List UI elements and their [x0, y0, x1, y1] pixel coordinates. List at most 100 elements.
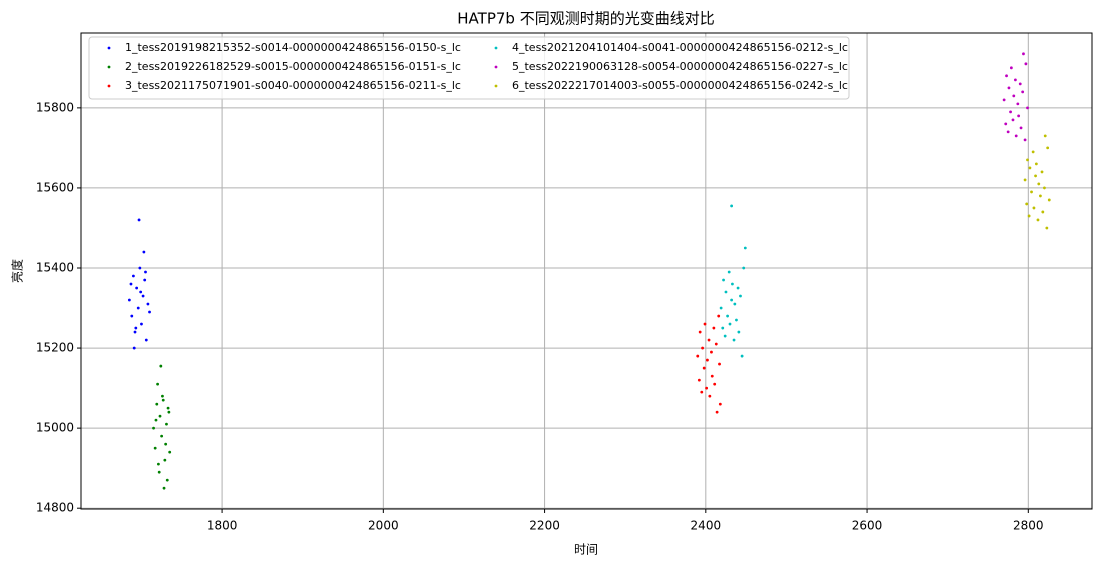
point — [167, 410, 171, 414]
point — [137, 218, 141, 222]
legend-label: 4_tess2021204101404-s0041-00000004248651… — [512, 41, 848, 54]
point — [1023, 138, 1027, 142]
point — [1045, 226, 1049, 230]
point — [697, 378, 701, 382]
point — [1012, 94, 1016, 98]
point — [135, 286, 139, 290]
point — [133, 330, 137, 334]
legend-marker — [107, 46, 111, 50]
point — [136, 306, 140, 310]
point — [134, 326, 138, 330]
y-axis-label: 亮度 — [10, 259, 25, 283]
x-tick-label: 2600 — [852, 519, 883, 533]
legend-marker — [494, 84, 498, 88]
legend-label: 1_tess2019198215352-s0014-00000004248651… — [125, 41, 461, 54]
point — [707, 338, 711, 342]
point — [144, 270, 147, 274]
point — [1025, 202, 1029, 206]
point — [163, 458, 167, 462]
point — [696, 354, 700, 358]
y-tick-label: 14800 — [36, 501, 74, 515]
point — [165, 478, 169, 482]
point — [1026, 158, 1029, 162]
point — [140, 322, 143, 326]
point — [1047, 198, 1051, 202]
point — [1021, 90, 1025, 94]
point — [1006, 130, 1010, 134]
point — [736, 286, 740, 290]
point — [737, 330, 741, 334]
point — [1022, 52, 1025, 56]
point — [1027, 214, 1031, 218]
point — [718, 402, 722, 406]
point — [706, 358, 709, 362]
point — [728, 322, 732, 326]
point — [1014, 78, 1017, 82]
y-tick-label: 15400 — [36, 260, 74, 274]
point — [1028, 166, 1032, 170]
legend-label: 5_tess2022190063128-s0054-00000004248651… — [512, 60, 848, 73]
point — [1034, 174, 1037, 178]
point — [1034, 162, 1038, 166]
point — [723, 334, 727, 338]
legend-marker — [494, 65, 498, 69]
point — [1039, 194, 1042, 198]
point — [698, 330, 702, 334]
point — [142, 250, 146, 254]
point — [153, 446, 157, 450]
point — [742, 266, 746, 270]
point — [168, 450, 172, 454]
point — [1007, 86, 1011, 90]
point — [710, 350, 713, 354]
x-tick-label: 2000 — [368, 519, 399, 533]
point — [143, 278, 147, 282]
point — [155, 402, 159, 406]
point — [705, 386, 709, 390]
point — [1011, 118, 1015, 122]
point — [1023, 178, 1027, 182]
point — [164, 442, 168, 446]
point — [701, 346, 704, 350]
point — [1014, 134, 1018, 138]
point — [132, 346, 136, 350]
x-tick-label: 2200 — [529, 519, 560, 533]
point — [722, 278, 725, 282]
x-tick-label: 1800 — [207, 519, 238, 533]
point — [739, 294, 742, 298]
point — [148, 310, 151, 314]
point — [1031, 150, 1035, 154]
y-tick-label: 15600 — [36, 180, 74, 194]
point — [1026, 106, 1029, 110]
point — [1046, 146, 1050, 150]
point — [733, 302, 737, 306]
point — [1037, 182, 1041, 186]
point — [1005, 74, 1008, 78]
point — [139, 290, 143, 294]
point — [1009, 66, 1013, 70]
point — [141, 294, 145, 298]
point — [743, 246, 747, 250]
point — [1018, 82, 1022, 86]
chart-title: HATP7b 不同观测时期的光变曲线对比 — [457, 10, 714, 28]
point — [730, 298, 734, 302]
point — [129, 282, 133, 286]
point — [1043, 134, 1047, 138]
point — [1032, 206, 1036, 210]
point — [703, 322, 707, 326]
point — [727, 270, 731, 274]
point — [719, 306, 723, 310]
point — [1002, 98, 1006, 102]
plot-frame — [80, 32, 1093, 510]
point — [161, 398, 165, 402]
y-tick-label: 15000 — [36, 421, 74, 435]
point — [730, 204, 734, 208]
point — [158, 414, 162, 418]
point — [1043, 186, 1046, 190]
point — [166, 406, 170, 410]
x-tick-label: 2800 — [1013, 519, 1044, 533]
point — [731, 282, 734, 286]
point — [702, 366, 706, 370]
point — [1017, 114, 1021, 118]
point — [138, 266, 142, 270]
